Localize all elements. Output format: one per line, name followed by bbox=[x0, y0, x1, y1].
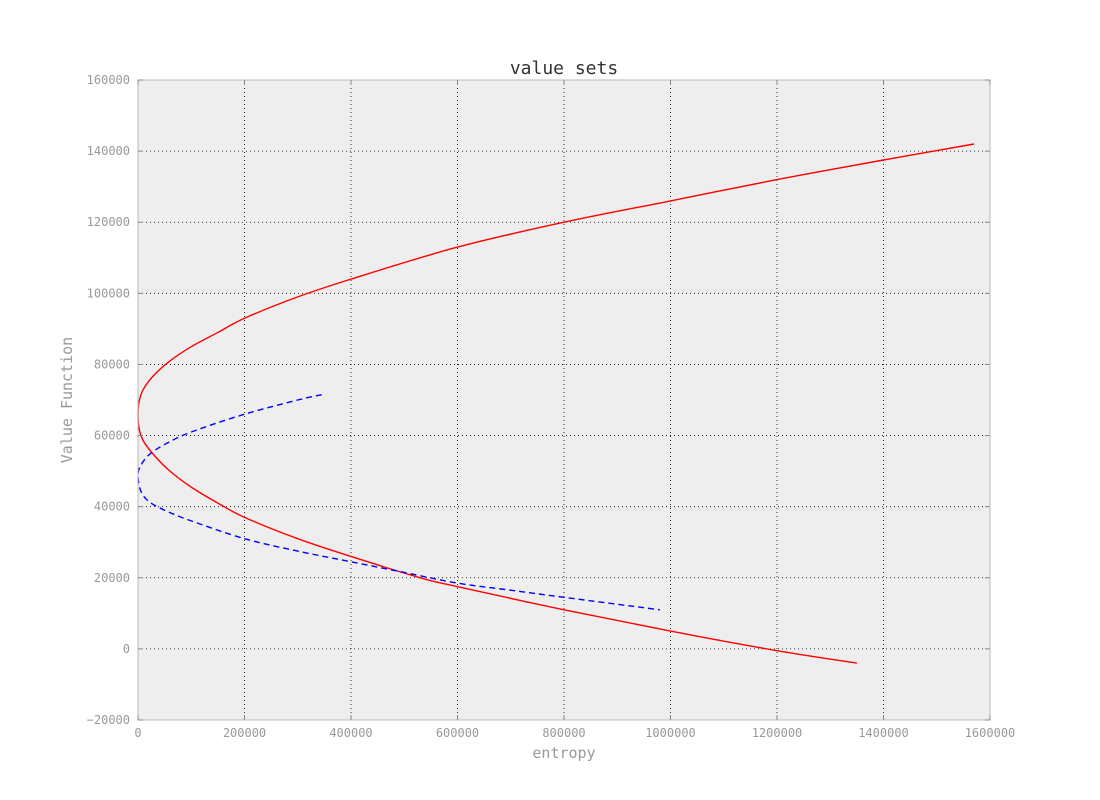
series-line-2 bbox=[137, 393, 660, 611]
tick-marks bbox=[137, 79, 991, 721]
x-tick-label: 1200000 bbox=[752, 726, 803, 740]
y-tick-label: −20000 bbox=[87, 713, 130, 727]
x-tick-label: 200000 bbox=[223, 726, 266, 740]
y-tick-label: 20000 bbox=[94, 571, 130, 585]
x-tick-label: 1600000 bbox=[965, 726, 1016, 740]
y-tick-label: 120000 bbox=[87, 215, 130, 229]
chart-title: value sets bbox=[510, 58, 618, 79]
x-tick-label: 1400000 bbox=[858, 726, 909, 740]
x-tick-label: 0 bbox=[134, 726, 141, 740]
y-tick-labels: −20000 0 20000 40000 60000 80000 100000 120000 1… bbox=[87, 73, 130, 727]
x-tick-label: 1000000 bbox=[645, 726, 696, 740]
y-tick-label: 80000 bbox=[94, 357, 130, 371]
x-tick-label: 400000 bbox=[329, 726, 372, 740]
x-tick-label: 800000 bbox=[542, 726, 585, 740]
y-tick-label: 60000 bbox=[94, 429, 130, 443]
y-tick-label: 100000 bbox=[87, 286, 130, 300]
y-axis-label: Value Function bbox=[58, 337, 76, 463]
y-tick-label: 160000 bbox=[87, 73, 130, 87]
grid-lines bbox=[138, 80, 990, 720]
y-tick-label: 140000 bbox=[87, 144, 130, 158]
x-tick-label: 600000 bbox=[436, 726, 479, 740]
x-axis-label: entropy bbox=[532, 744, 595, 762]
y-tick-label: 0 bbox=[123, 642, 130, 656]
x-tick-labels: 0 200000 400000 600000 800000 1000000 1200000 1… bbox=[134, 726, 1015, 740]
y-tick-label: 40000 bbox=[94, 500, 130, 514]
